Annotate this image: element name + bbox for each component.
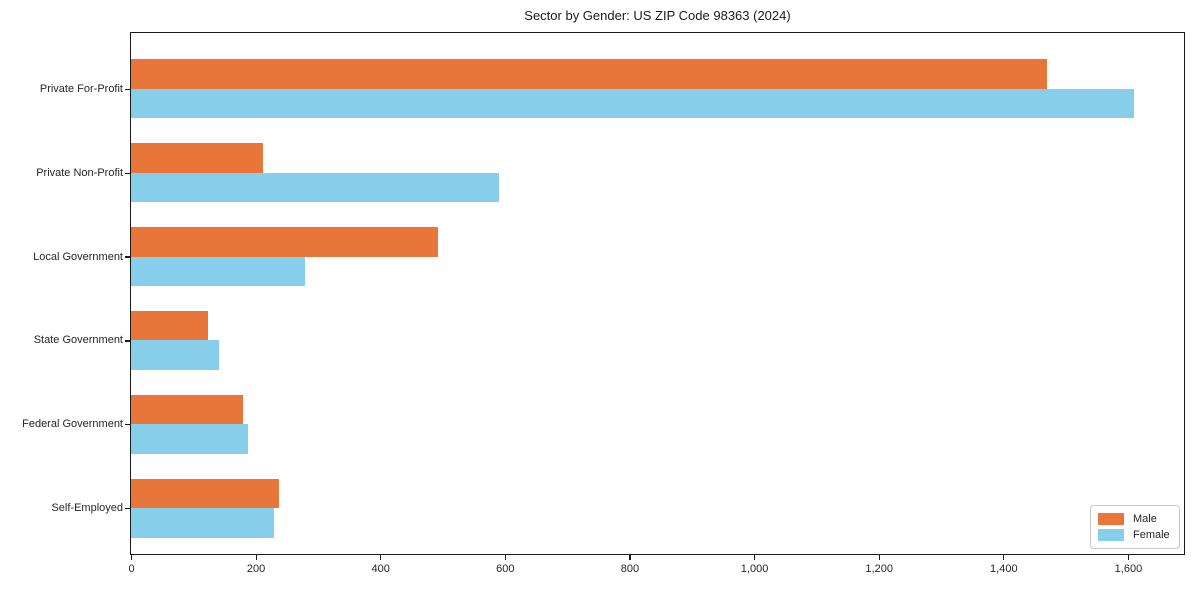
- x-tick-label: 1,200: [865, 563, 893, 575]
- bar-male-4: [131, 394, 244, 425]
- y-tick-label: Federal Government: [22, 418, 123, 431]
- x-tick-label: 200: [246, 563, 266, 575]
- y-tick-mark: [125, 424, 130, 426]
- y-tick-mark: [125, 88, 130, 90]
- bar-female-0: [131, 88, 1135, 119]
- y-tick-label: Private Non-Profit: [36, 166, 123, 179]
- bar-female-2: [131, 256, 305, 287]
- y-tick-label: Private For-Profit: [39, 82, 123, 95]
- x-tick-label: 600: [496, 563, 515, 575]
- legend-swatch-female: [1098, 529, 1124, 542]
- legend: Male Female: [1090, 505, 1180, 549]
- legend-label-male: Male: [1133, 512, 1157, 525]
- x-tick-label: 1,400: [990, 563, 1018, 575]
- bar-male-3: [131, 310, 208, 341]
- x-tick-mark: [130, 555, 133, 560]
- y-tick-label: State Government: [33, 334, 123, 347]
- x-tick-mark: [255, 555, 257, 560]
- bar-female-1: [131, 172, 499, 203]
- x-tick-label: 1,000: [740, 563, 769, 575]
- bar-female-3: [131, 340, 219, 370]
- bar-male-5: [131, 478, 280, 509]
- x-tick-mark: [504, 555, 506, 560]
- plot-area: [130, 32, 1185, 555]
- y-tick-mark: [125, 340, 130, 342]
- legend-swatch-male: [1098, 512, 1124, 525]
- y-tick-mark: [125, 508, 130, 510]
- legend-label-female: Female: [1133, 529, 1170, 542]
- y-tick-mark: [125, 256, 130, 258]
- x-tick-label: 1,600: [1114, 563, 1143, 575]
- x-tick-label: 0: [128, 563, 135, 575]
- x-tick-mark: [1127, 555, 1129, 560]
- x-tick-mark: [1003, 555, 1005, 560]
- x-tick-mark: [629, 555, 631, 560]
- x-tick-label: 800: [620, 563, 640, 575]
- y-tick-label: Local Government: [33, 250, 123, 263]
- bar-female-5: [131, 508, 275, 538]
- chart-title: Sector by Gender: US ZIP Code 98363 (202…: [524, 8, 791, 23]
- bar-male-1: [131, 143, 264, 173]
- legend-entry-male: Male: [1098, 512, 1172, 525]
- x-tick-mark: [380, 555, 382, 560]
- x-tick-label: 400: [371, 563, 390, 575]
- bar-female-4: [131, 424, 249, 454]
- x-tick-mark: [753, 555, 756, 560]
- y-tick-label: Self-Employed: [51, 502, 123, 515]
- bar-male-2: [131, 227, 438, 257]
- x-tick-mark: [878, 555, 880, 560]
- legend-entry-female: Female: [1098, 529, 1172, 542]
- y-tick-mark: [125, 172, 130, 174]
- bar-male-0: [131, 59, 1047, 89]
